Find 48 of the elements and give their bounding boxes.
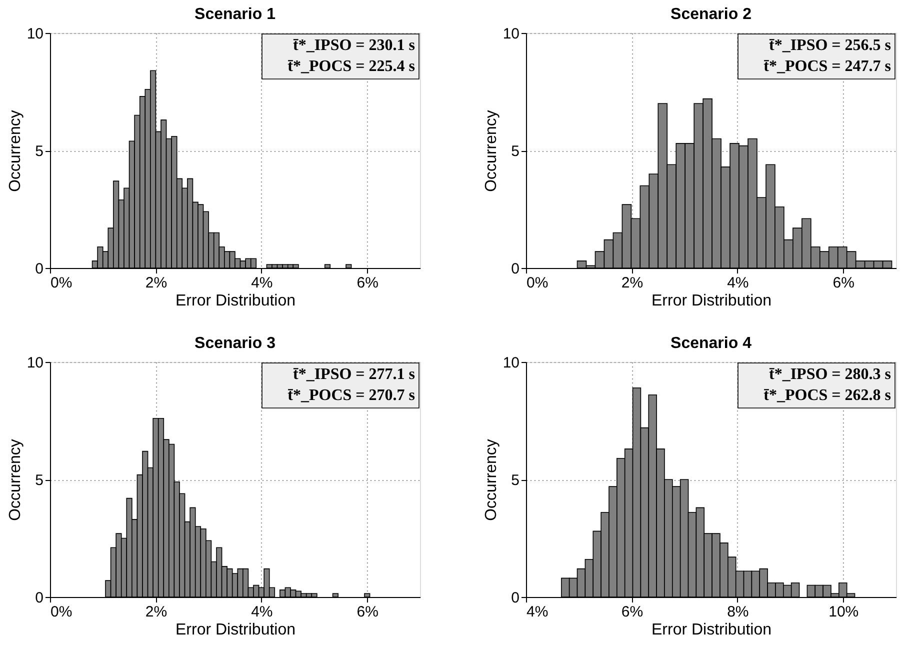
x-tick-label: 4%: [526, 604, 548, 620]
x-tick-label: 10%: [828, 604, 859, 620]
y-tick-label: 10: [502, 26, 520, 42]
y-tick-label: 5: [511, 472, 520, 489]
x-tick-label: 6%: [356, 274, 378, 292]
annotation: t̄*_POCS = 270.7 s: [288, 387, 415, 404]
y-axis-title: Occurrency: [6, 110, 24, 192]
y-tick-label: 5: [511, 143, 520, 160]
x-tick-label: 0%: [526, 274, 548, 292]
chart-title: Scenario 3: [194, 335, 276, 352]
x-tick-label: 2%: [621, 274, 644, 292]
y-axis-title: Occurrency: [482, 439, 500, 521]
x-tick-label: 2%: [145, 274, 168, 292]
y-tick-label: 0: [35, 260, 44, 278]
x-tick-label: 6%: [621, 604, 644, 620]
x-axis-title: Error Distribution: [175, 622, 296, 638]
x-axis-title: Error Distribution: [651, 292, 772, 310]
y-tick-label: 0: [511, 590, 520, 606]
x-tick-label: 6%: [832, 274, 854, 292]
y-tick-label: 5: [35, 143, 44, 160]
chart-title: Scenario 1: [194, 6, 276, 23]
y-axis-title: Occurrency: [482, 110, 500, 192]
x-tick-label: 0%: [50, 604, 72, 620]
x-tick-label: 8%: [727, 604, 749, 620]
annotation: t̄*_POCS = 262.8 s: [764, 387, 891, 404]
x-axis-title: Error Distribution: [651, 622, 772, 638]
annotation: t̄*_POCS = 247.7 s: [764, 58, 891, 75]
x-tick-label: 6%: [356, 604, 378, 620]
y-tick-label: 0: [35, 590, 44, 606]
annotation: t̄*_IPSO = 256.5 s: [768, 37, 891, 54]
y-tick-label: 10: [26, 354, 44, 372]
y-tick-label: 0: [511, 260, 520, 278]
x-tick-label: 0%: [50, 274, 72, 292]
annotation: t̄*_POCS = 225.4 s: [288, 58, 415, 75]
y-axis-title: Occurrency: [6, 439, 24, 521]
y-tick-label: 10: [502, 354, 520, 372]
x-tick-label: 2%: [145, 604, 168, 620]
y-tick-label: 5: [35, 472, 44, 489]
x-tick-label: 4%: [251, 604, 273, 620]
annotation: t̄*_IPSO = 277.1 s: [292, 366, 415, 383]
annotation: t̄*_IPSO = 230.1 s: [292, 37, 415, 54]
y-tick-label: 10: [26, 26, 44, 42]
x-tick-label: 4%: [727, 274, 749, 292]
chart-title: Scenario 2: [670, 6, 752, 23]
annotation: t̄*_IPSO = 280.3 s: [768, 366, 891, 383]
chart-title: Scenario 4: [670, 335, 752, 352]
x-axis-title: Error Distribution: [175, 292, 296, 310]
x-tick-label: 4%: [251, 274, 273, 292]
